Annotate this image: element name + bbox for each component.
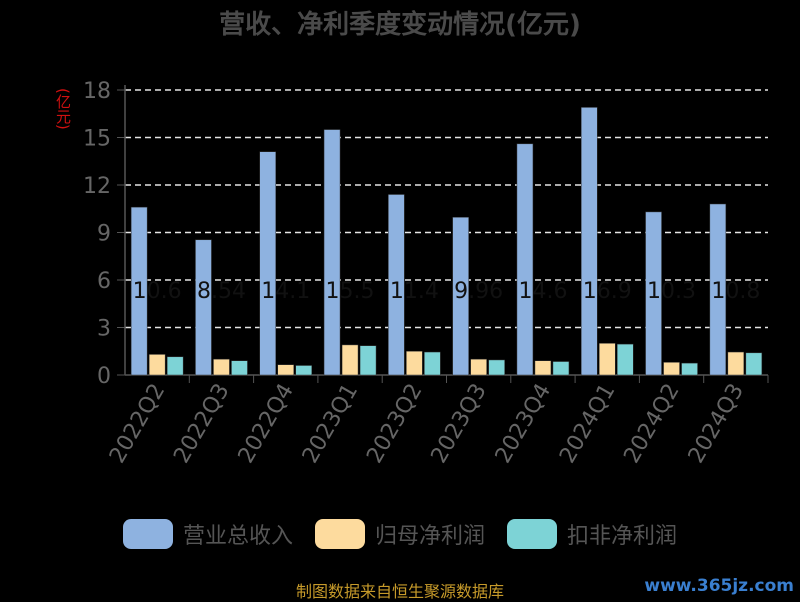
data-label: 14.6 <box>518 279 567 304</box>
legend: 营业总收入 归母净利润 扣非净利润 <box>0 518 800 550</box>
bar-net-profit <box>341 344 359 376</box>
bar-deducted-profit <box>681 362 698 376</box>
y-tick-label: 18 <box>83 79 111 104</box>
x-tick-label: 2022Q2 <box>105 380 170 468</box>
x-tick-label: 2024Q1 <box>555 380 620 468</box>
data-label: 10.8 <box>711 279 760 304</box>
watermark: www.365jz.com <box>644 576 794 596</box>
legend-item-deducted-profit[interactable]: 扣非净利润 <box>507 518 677 550</box>
chart-title: 营收、净利季度变动情况(亿元) <box>219 10 581 40</box>
bar-deducted-profit <box>552 361 570 376</box>
data-label: 15.5 <box>326 279 375 304</box>
data-label: 11.4 <box>390 279 439 304</box>
bar-revenue <box>516 143 534 376</box>
legend-label-revenue: 营业总收入 <box>182 524 293 549</box>
bar-deducted-profit <box>295 365 312 376</box>
bar-revenue <box>452 217 469 376</box>
bar-revenue <box>195 239 212 376</box>
x-tick-label: 2022Q4 <box>234 380 299 468</box>
bar-deducted-profit <box>359 345 377 376</box>
bar-deducted-profit <box>617 343 634 376</box>
x-tick-label: 2023Q2 <box>362 380 427 468</box>
bar-revenue <box>323 129 341 376</box>
legend-label-deducted-profit: 扣非净利润 <box>567 524 678 549</box>
y-tick-label: 3 <box>97 317 111 342</box>
bar-deducted-profit <box>745 352 763 376</box>
bar-revenue <box>259 151 276 376</box>
legend-item-revenue[interactable]: 营业总收入 <box>122 518 293 550</box>
bar-revenue <box>581 107 598 376</box>
bar-net-profit <box>470 358 487 376</box>
y-tick-label: 12 <box>83 174 111 199</box>
bar-deducted-profit <box>166 356 184 376</box>
bar-net-profit <box>727 351 745 376</box>
bar-revenue <box>645 211 662 376</box>
bar-net-profit <box>277 364 294 376</box>
legend-label-net-profit: 归母净利润 <box>374 524 485 549</box>
legend-swatch-revenue <box>122 519 173 549</box>
bar-revenue <box>130 206 148 376</box>
y-tick-label: 9 <box>97 222 111 247</box>
y-tick-label: 15 <box>83 127 111 152</box>
x-tick-label: 2022Q3 <box>169 380 234 468</box>
bar-net-profit <box>663 362 680 376</box>
x-tick-label: 2024Q3 <box>684 380 749 468</box>
data-label: 16.9 <box>583 279 632 304</box>
bar-net-profit <box>213 358 230 376</box>
data-label: 10.6 <box>133 279 182 304</box>
y-tick-label: 0 <box>97 364 111 389</box>
y-tick-label: 6 <box>97 269 111 294</box>
data-label: 8.54 <box>197 279 246 304</box>
bar-net-profit <box>148 354 166 376</box>
data-label: 10.3 <box>647 279 696 304</box>
bar-revenue <box>709 203 727 376</box>
x-tick-label: 2023Q1 <box>298 380 363 468</box>
bar-deducted-profit <box>424 351 441 376</box>
data-label: 9.96 <box>454 279 503 304</box>
y-axis-label: (亿元) <box>54 88 72 130</box>
legend-swatch-deducted-profit <box>507 519 557 549</box>
bar-deducted-profit <box>488 359 505 376</box>
x-tick-label: 2024Q2 <box>619 380 684 468</box>
x-tick-label: 2023Q3 <box>427 380 492 468</box>
legend-item-net-profit[interactable]: 归母净利润 <box>314 518 485 550</box>
legend-swatch-net-profit <box>314 519 365 549</box>
bar-deducted-profit <box>231 360 248 376</box>
bar-net-profit <box>534 360 552 376</box>
bar-net-profit <box>599 343 616 376</box>
bar-net-profit <box>406 351 423 376</box>
data-label: 14.1 <box>261 279 310 304</box>
bar-revenue <box>388 194 405 376</box>
x-tick-label: 2023Q4 <box>491 380 556 468</box>
source-note: 制图数据来自恒生聚源数据库 <box>295 582 504 601</box>
